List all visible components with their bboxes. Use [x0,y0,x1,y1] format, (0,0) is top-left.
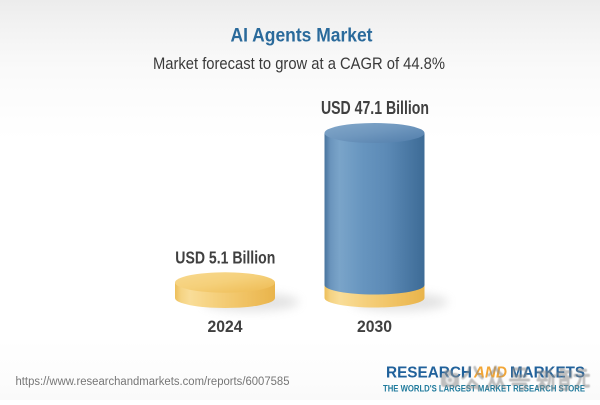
svg-text:RESEARCH: RESEARCH [386,365,472,382]
svg-text:2030: 2030 [357,318,392,336]
svg-text:https://www.researchandmarkets: https://www.researchandmarkets.com/repor… [16,376,290,388]
svg-text:2024: 2024 [208,318,244,336]
svg-text:THE WORLD'S LARGEST MARKET RES: THE WORLD'S LARGEST MARKET RESEARCH STOR… [383,384,585,394]
svg-text:USD 47.1 Billion: USD 47.1 Billion [321,98,429,118]
svg-text:USD 5.1 Billion: USD 5.1 Billion [175,247,275,267]
svg-text:AI Agents Market: AI Agents Market [231,25,373,47]
svg-text:Market forecast to grow at a C: Market forecast to grow at a CAGR of 44.… [153,54,445,73]
